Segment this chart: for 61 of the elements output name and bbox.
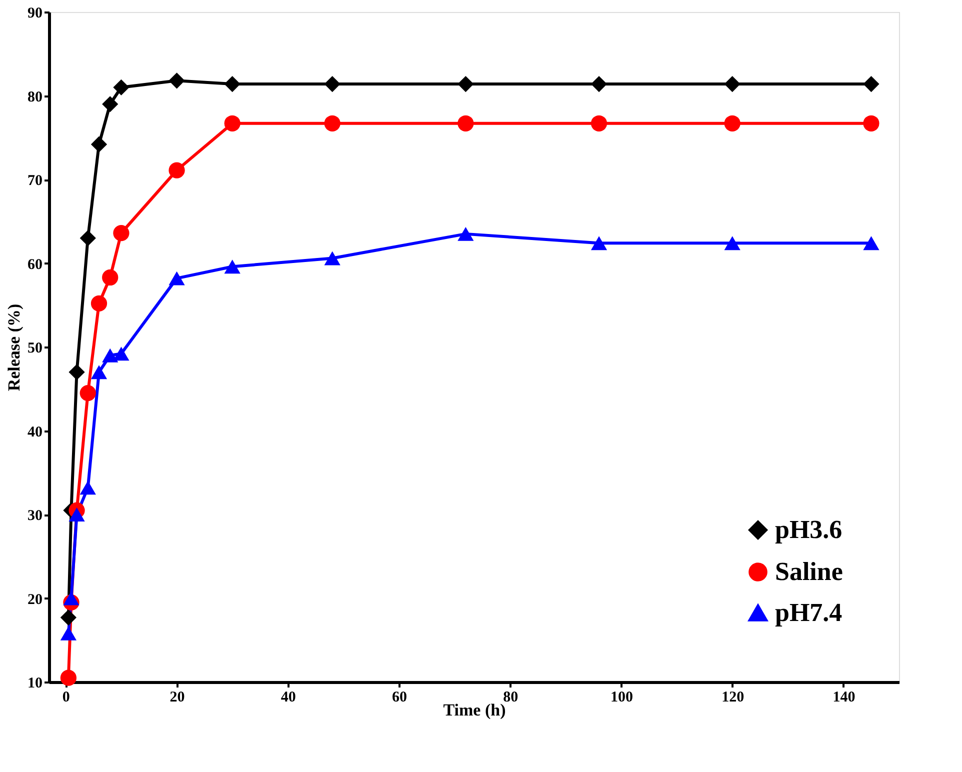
y-tick-label: 10 [28,676,42,692]
y-tick-label: 40 [28,424,42,440]
legend-label: pH3.6 [775,515,842,544]
point [863,76,880,92]
point [590,76,608,92]
point [324,115,340,132]
point [863,236,880,250]
x-tick-label: 60 [392,690,407,706]
y-tick-label: 30 [28,508,42,524]
point [90,136,108,152]
y-axis-title: Release (%) [4,304,24,392]
point [458,76,474,92]
point [224,260,240,274]
point [724,236,740,250]
y-tick-label: 90 [28,6,42,22]
point [68,508,85,522]
x-tick-label: 120 [722,690,744,706]
point [113,346,130,361]
point [113,225,130,242]
point [80,385,96,402]
point [458,226,474,241]
point [590,115,608,132]
x-tick-label: 80 [503,690,518,706]
point [68,364,85,380]
y-tick-label: 20 [28,592,42,608]
point [724,76,740,92]
point [168,162,185,178]
x-tick-label: 20 [170,690,185,706]
y-tick-label: 70 [28,173,42,189]
point [102,96,118,112]
y-tick-label: 60 [28,256,42,273]
point [324,251,340,266]
point [102,348,118,362]
point [168,72,185,89]
point [113,79,130,96]
point [90,295,108,312]
y-tick-label: 50 [28,340,42,356]
point [590,236,608,250]
x-tick-label: 140 [832,690,856,706]
legend-label: Saline [775,557,843,586]
point [324,76,340,92]
point [80,230,96,246]
y-tick-label: 80 [28,89,42,106]
point [224,115,240,132]
point [90,365,108,380]
point [168,271,185,286]
x-tick-label: 0 [62,690,70,706]
point [60,609,77,626]
x-axis-title: Time (h) [443,700,506,720]
point [863,115,880,132]
legend-label: pH7.4 [775,598,842,627]
x-tick-label: 100 [610,690,633,706]
point [60,670,77,686]
point [724,115,740,132]
point [60,626,77,640]
x-tick-label: 40 [280,690,296,706]
point [102,269,118,286]
point [224,76,240,92]
point [63,591,80,606]
point [80,480,96,495]
point [458,115,474,132]
